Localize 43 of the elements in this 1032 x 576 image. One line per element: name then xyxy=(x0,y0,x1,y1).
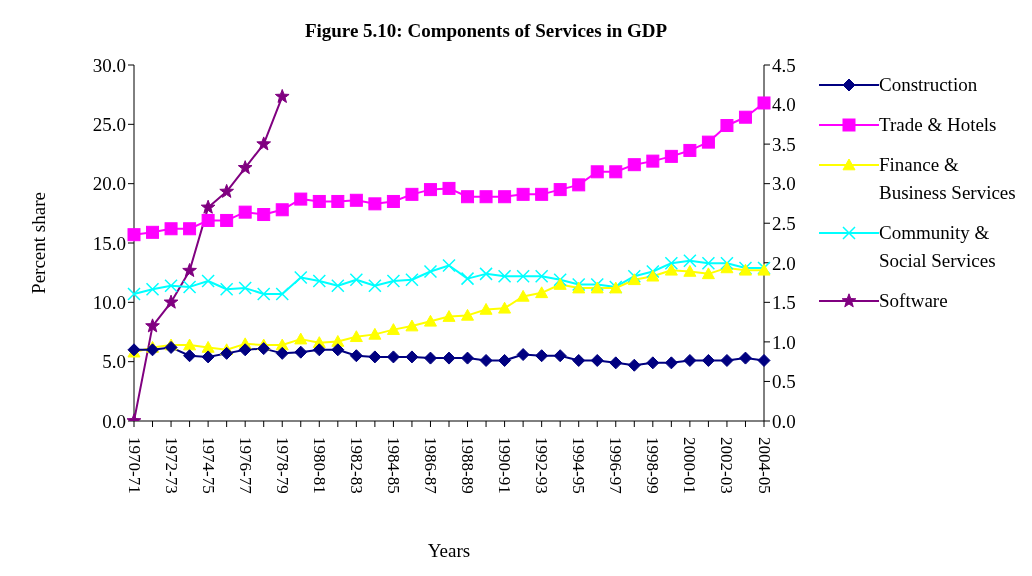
y2-tick-label: 4.0 xyxy=(772,94,796,116)
x-axis-title: Years xyxy=(427,540,471,561)
x-tick-label: 1992-93 xyxy=(532,437,552,494)
x-tick-label: 1978-79 xyxy=(272,437,292,494)
x-tick-label: 1976-77 xyxy=(235,437,255,495)
y2-tick-label: 2.5 xyxy=(772,212,796,234)
x-tick-label: 1970-71 xyxy=(124,437,144,494)
y-tick-label: 10.0 xyxy=(92,292,126,314)
x-tick-label: 1986-87 xyxy=(420,437,440,495)
legend-label: Trade & Hotels xyxy=(879,113,997,137)
y-tick-label: 0.0 xyxy=(102,410,126,432)
y2-tick-label: 2.0 xyxy=(772,252,796,274)
legend-label: Community & Social Services xyxy=(879,221,997,273)
legend-label: Software xyxy=(879,289,948,313)
y2-tick-label: 4.5 xyxy=(772,54,796,76)
x-tick-label: 1972-73 xyxy=(161,437,181,494)
y2-tick-label: 3.0 xyxy=(772,173,796,195)
y-tick-label: 15.0 xyxy=(92,232,126,254)
x-tick-label: 1998-99 xyxy=(643,437,663,494)
x-tick-label: 1994-95 xyxy=(569,437,589,494)
y-tick-label: 25.0 xyxy=(92,114,126,136)
x-tick-label: 1996-97 xyxy=(606,437,626,495)
x-tick-label: 1988-89 xyxy=(458,437,478,494)
y-tick-label: 5.0 xyxy=(102,351,126,373)
y2-tick-label: 1.5 xyxy=(772,292,796,314)
y-tick-label: 30.0 xyxy=(92,54,126,76)
x-tick-label: 1974-75 xyxy=(198,437,218,494)
chart-title: Figure 5.10: Components of Services in GDP xyxy=(304,20,668,41)
y-axis-title: Percent share xyxy=(27,192,49,294)
x-tick-label: 1984-85 xyxy=(383,437,403,494)
x-tick-label: 2004-05 xyxy=(754,437,774,494)
y2-tick-label: 1.0 xyxy=(772,331,796,353)
x-tick-label: 2000-01 xyxy=(680,437,700,494)
y2-tick-label: 3.5 xyxy=(772,133,796,155)
y2-tick-label: 0.0 xyxy=(772,410,796,432)
legend-label: Finance & Business Services xyxy=(879,153,1017,205)
y-tick-label: 20.0 xyxy=(92,173,126,195)
x-tick-label: 1980-81 xyxy=(309,437,329,494)
x-tick-label: 1990-91 xyxy=(495,437,515,494)
y2-tick-label: 0.5 xyxy=(772,371,796,393)
x-tick-label: 2002-03 xyxy=(717,437,737,494)
x-tick-label: 1982-83 xyxy=(346,437,366,494)
legend-label: Construction xyxy=(879,73,978,97)
